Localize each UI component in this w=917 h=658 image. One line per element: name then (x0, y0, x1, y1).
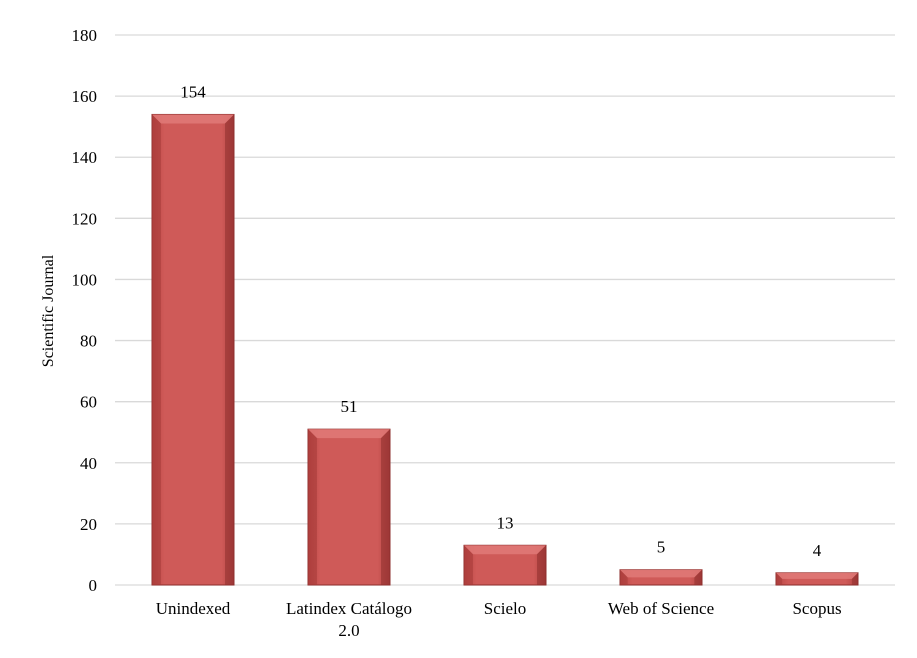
data-label: 13 (497, 513, 514, 532)
y-axis-title: Scientific Journal (40, 254, 57, 367)
y-tick-label: 40 (80, 454, 97, 473)
data-labels: 154 51 13 5 4 (180, 82, 822, 559)
bar (463, 544, 547, 586)
gridlines (115, 34, 895, 586)
y-tick-label: 60 (80, 393, 97, 412)
y-tick-label: 80 (80, 332, 97, 351)
x-category-label: Unindexed (156, 599, 231, 618)
y-tick-label: 100 (72, 270, 98, 289)
y-tick-label: 180 (72, 26, 98, 45)
bar (151, 113, 235, 586)
y-tick-label: 0 (89, 576, 98, 595)
y-tick-label: 160 (72, 87, 98, 106)
x-category-label: Scopus (792, 599, 841, 618)
bar (619, 569, 703, 586)
data-label: 51 (341, 397, 358, 416)
bar (307, 428, 391, 586)
data-label: 154 (180, 82, 206, 101)
x-axis-categories: Unindexed Latindex Catálogo 2.0 Scielo Web o… (156, 599, 842, 640)
x-category-label: Scielo (484, 599, 527, 618)
y-tick-label: 140 (72, 148, 98, 167)
x-category-label: Latindex Catálogo 2.0 (286, 599, 412, 640)
x-category-label: Web of Science (608, 599, 714, 618)
y-axis-ticks: 0 20 40 60 80 100 120 140 160 180 (72, 26, 98, 595)
data-label: 4 (813, 541, 822, 560)
bar (775, 572, 859, 586)
y-tick-label: 120 (72, 209, 98, 228)
y-tick-label: 20 (80, 515, 97, 534)
data-label: 5 (657, 538, 666, 557)
bars (151, 113, 859, 586)
